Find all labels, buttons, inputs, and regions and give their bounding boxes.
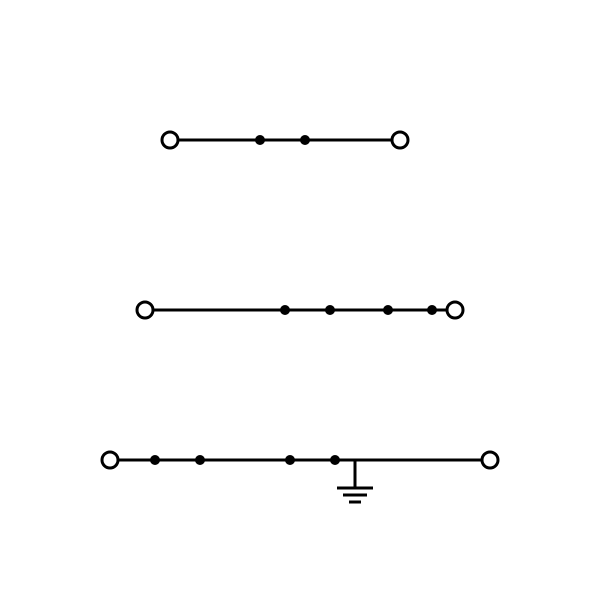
row-2-terminal-1 bbox=[482, 452, 498, 468]
row-0-node-filled-0 bbox=[255, 135, 265, 145]
row-1-terminal-1 bbox=[447, 302, 463, 318]
row-0-terminal-0 bbox=[162, 132, 178, 148]
row-1-terminal-0 bbox=[137, 302, 153, 318]
row-2-node-filled-2 bbox=[285, 455, 295, 465]
circuit-diagram bbox=[0, 0, 600, 600]
row-2-node-filled-3 bbox=[330, 455, 340, 465]
row-2-node-filled-0 bbox=[150, 455, 160, 465]
row-2-node-filled-1 bbox=[195, 455, 205, 465]
row-1-node-filled-1 bbox=[325, 305, 335, 315]
row-1-node-filled-0 bbox=[280, 305, 290, 315]
row-0-node-filled-1 bbox=[300, 135, 310, 145]
row-0-terminal-1 bbox=[392, 132, 408, 148]
row-1-node-filled-3 bbox=[427, 305, 437, 315]
row-1-node-filled-2 bbox=[383, 305, 393, 315]
row-2-terminal-0 bbox=[102, 452, 118, 468]
